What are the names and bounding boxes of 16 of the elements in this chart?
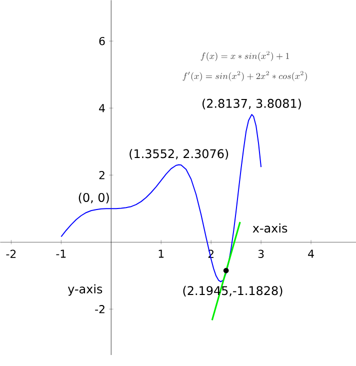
x-tick-label: -1 bbox=[56, 250, 66, 258]
annotation: (2.8137, 3.8081) bbox=[202, 98, 301, 110]
y-tick-label: -2 bbox=[95, 305, 104, 314]
x-axis-title: x-axis bbox=[252, 223, 288, 233]
x-tick-label: 3 bbox=[258, 250, 264, 258]
x-tick-label: -2 bbox=[6, 250, 16, 258]
x-tick-label: 1 bbox=[158, 250, 164, 258]
annotation: (1.3552, 2.3076) bbox=[130, 148, 228, 160]
x-tick-label: 4 bbox=[308, 250, 314, 258]
y-axis-title: y-axis bbox=[68, 284, 102, 296]
y-tick-label: 4 bbox=[98, 104, 105, 112]
y-tick-label: 2 bbox=[99, 171, 104, 180]
annotation: $f'(x)=sin(x^{2})+2x^{2}*cos(x^{2})$ bbox=[182, 71, 307, 82]
annotation: $f(x)=x*sin(x^{2})+1$ bbox=[200, 51, 289, 62]
annotation: (0, 0) bbox=[78, 192, 109, 204]
y-tick-label: 6 bbox=[99, 36, 105, 46]
